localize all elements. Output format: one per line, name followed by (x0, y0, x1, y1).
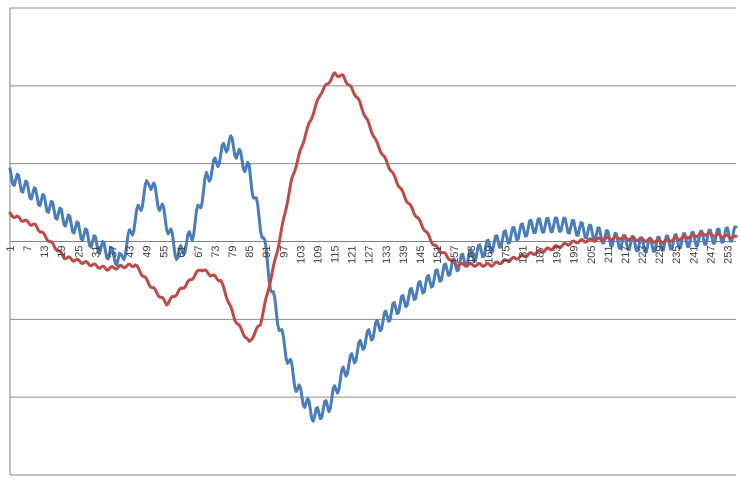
x-tick-label: 145 (415, 246, 427, 264)
x-tick-label: 19 (56, 246, 68, 258)
x-tick-label: 151 (432, 246, 444, 264)
x-tick-label: 97 (278, 246, 290, 258)
x-tick-label: 211 (603, 246, 615, 264)
x-tick-label: 199 (569, 246, 581, 264)
x-tick-label: 163 (466, 246, 478, 264)
x-tick-label: 67 (193, 246, 205, 258)
x-tick-label: 7 (22, 246, 34, 252)
x-tick-labels: 1 7 13 19 25 31 37 43 49 55 61 67 73 79 85 91 97 103 109 11… (5, 246, 734, 264)
x-tick-label: 229 (654, 246, 666, 264)
x-tick-label: 175 (500, 246, 512, 264)
x-tick-label: 109 (312, 246, 324, 264)
x-tick-label: 223 (637, 246, 649, 264)
x-tick-label: 241 (688, 246, 700, 264)
x-tick-label: 205 (586, 246, 598, 264)
x-tick-label: 61 (176, 246, 188, 258)
x-tick-label: 133 (381, 246, 393, 264)
x-tick-label: 115 (330, 246, 342, 264)
x-tick-label: 55 (159, 246, 171, 258)
x-tick-label: 193 (552, 246, 564, 264)
series-line-1 (8, 134, 738, 423)
x-tick-label: 157 (449, 246, 461, 264)
x-tick-label: 217 (620, 246, 632, 264)
x-tick-label: 79 (227, 246, 239, 258)
x-tick-label: 13 (39, 246, 51, 258)
x-tick-label: 1 (5, 246, 17, 252)
x-tick-label: 25 (73, 246, 85, 258)
x-tick-label: 49 (142, 246, 154, 258)
x-tick-label: 169 (483, 246, 495, 264)
series-group (8, 71, 738, 423)
x-tick-label: 91 (261, 246, 273, 258)
x-tick-label: 37 (107, 246, 119, 258)
x-tick-label: 85 (244, 246, 256, 258)
series-line-2 (8, 71, 738, 343)
x-tick-label: 43 (125, 246, 137, 258)
x-tick-label: 247 (705, 246, 717, 264)
x-tick-label: 139 (398, 246, 410, 264)
x-tick-label: 31 (90, 246, 102, 258)
x-tick-label: 73 (210, 246, 222, 258)
x-tick-label: 103 (295, 246, 307, 264)
x-tick-label: 187 (535, 246, 547, 264)
x-tick-label: 253 (722, 246, 734, 264)
x-tick-label: 181 (517, 246, 529, 264)
axes (9, 8, 736, 475)
x-tick-label: 235 (671, 246, 683, 264)
x-tick-label: 127 (364, 246, 376, 264)
x-tick-label: 121 (347, 246, 359, 264)
